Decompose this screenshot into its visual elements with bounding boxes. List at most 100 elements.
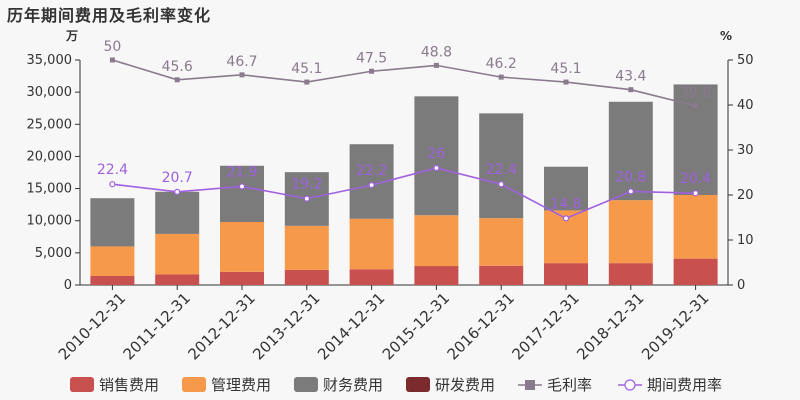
data-label: 39.8	[680, 85, 711, 101]
bar-segment	[608, 101, 653, 201]
legend-label: 毛利率	[547, 376, 592, 394]
y-left-tick-label: 10,000	[27, 214, 73, 229]
gross-margin-point	[239, 72, 245, 78]
bar-segment	[673, 258, 718, 285]
data-label: 21.9	[226, 164, 257, 180]
legend-label: 财务费用	[323, 376, 383, 394]
bar-segment	[414, 266, 459, 285]
bar-segment	[608, 200, 653, 264]
bar-segment	[479, 265, 524, 285]
legend-marker	[624, 379, 636, 391]
bar-segment	[284, 225, 329, 270]
bar-segment	[155, 191, 200, 234]
bar-segment	[479, 218, 524, 266]
bar-segment	[544, 263, 588, 285]
y-left-tick-label: 35,000	[27, 53, 73, 68]
gross-margin-point	[174, 77, 180, 83]
bar-segment	[284, 269, 329, 285]
bar-segment	[608, 263, 653, 285]
gross-margin-point	[628, 87, 634, 93]
data-label: 20.7	[162, 170, 193, 186]
gross-margin-point	[498, 74, 504, 80]
bar-segment	[90, 246, 135, 276]
gross-margin-point	[369, 68, 375, 74]
expense-rate-point	[627, 188, 634, 195]
data-label: 14.8	[550, 196, 581, 212]
y-left-tick-label: 5,000	[35, 246, 72, 261]
legend-marker	[525, 380, 535, 390]
data-label: 45.1	[291, 61, 322, 77]
x-tick-label: 2018-12-31	[573, 289, 647, 363]
line-expense-rate	[112, 167, 696, 220]
data-label: 46.2	[486, 56, 517, 72]
data-label: 43.4	[615, 69, 646, 85]
y-left-tick-label: 0	[64, 278, 72, 293]
x-tick-label: 2012-12-31	[184, 289, 258, 363]
bar-segment	[479, 113, 524, 219]
y-left-unit: 万	[65, 29, 78, 43]
expense-rate-point	[692, 190, 699, 197]
bar-segment	[414, 96, 459, 216]
x-tick-label: 2013-12-31	[249, 289, 323, 363]
bar-segment	[220, 222, 264, 272]
y-right-tick-label: 30	[737, 143, 754, 158]
legend-swatch	[70, 377, 94, 392]
y-right-tick-label: 50	[737, 53, 754, 68]
x-tick-label: 2010-12-31	[55, 289, 129, 363]
legend-label: 销售费用	[99, 376, 159, 394]
gross-margin-point	[693, 103, 699, 109]
y-right-tick-label: 0	[737, 278, 745, 293]
y-right-unit: %	[720, 29, 732, 43]
bar-segment	[673, 195, 718, 259]
x-tick-label: 2017-12-31	[508, 289, 582, 363]
bar-segment	[155, 233, 200, 275]
legend-label: 研发费用	[435, 376, 495, 394]
y-left-tick-label: 15,000	[27, 182, 73, 197]
data-label: 48.8	[421, 44, 452, 60]
bar-segment	[544, 166, 588, 211]
legend-swatch	[406, 377, 430, 392]
data-label: 45.6	[162, 59, 193, 75]
data-label: 22.4	[97, 162, 128, 178]
expense-rate-point	[433, 164, 440, 172]
gross-margin-point	[563, 79, 569, 85]
line-gross-margin	[112, 59, 696, 107]
y-right-tick-label: 10	[737, 233, 754, 248]
x-tick-label: 2015-12-31	[379, 289, 453, 363]
data-label: 45.1	[550, 61, 581, 77]
legend-label: 期间费用率	[647, 376, 722, 394]
bar-segment	[90, 198, 135, 247]
data-label: 22.4	[486, 162, 517, 178]
x-tick-label: 2014-12-31	[314, 289, 388, 363]
bar-segment	[220, 271, 264, 285]
expense-rate-point	[498, 181, 505, 188]
bar-segment	[220, 165, 264, 222]
data-label: 20.4	[680, 171, 711, 187]
x-tick-label: 2019-12-31	[638, 289, 712, 363]
y-left-tick-label: 25,000	[27, 117, 73, 132]
gross-margin-point	[304, 79, 310, 85]
gross-margin-point	[433, 62, 439, 68]
data-label: 47.5	[356, 50, 387, 66]
gross-margin-point	[109, 57, 115, 63]
legend-swatch	[182, 377, 206, 392]
x-tick-label: 2016-12-31	[444, 289, 518, 363]
expense-rate-point	[109, 181, 116, 188]
y-right-tick-label: 20	[737, 188, 754, 203]
x-tick-label: 2011-12-31	[120, 289, 194, 363]
bar-segment	[349, 218, 394, 270]
legend-swatch	[294, 377, 318, 392]
data-label: 22.2	[356, 163, 387, 179]
bar-segment	[349, 269, 394, 285]
data-label: 19.2	[291, 177, 322, 193]
bar-segment	[90, 276, 135, 285]
expense-rate-point	[562, 215, 570, 222]
expense-rate-point	[303, 195, 310, 202]
expense-rate-point	[238, 183, 246, 190]
data-label: 20.8	[615, 169, 646, 185]
bar-segment	[414, 215, 459, 267]
legend-label: 管理费用	[211, 376, 271, 394]
expense-rate-point	[174, 188, 181, 195]
